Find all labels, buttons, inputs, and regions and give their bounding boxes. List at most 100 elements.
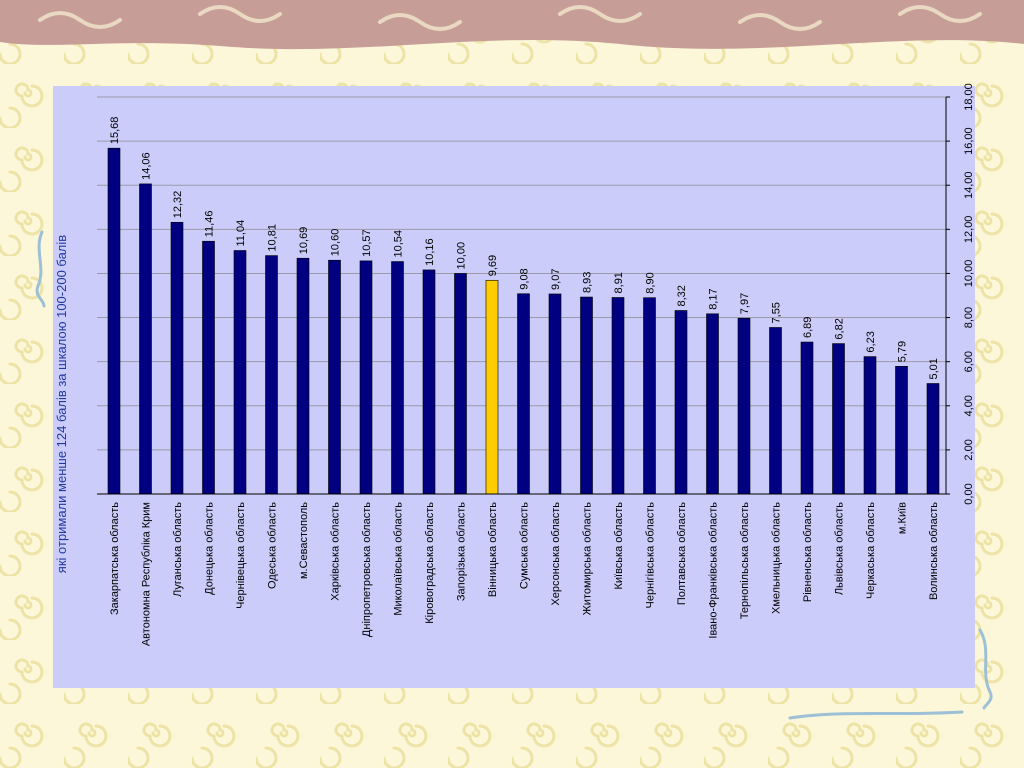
data-label: 7,97 (739, 293, 751, 314)
bar (233, 250, 247, 495)
bar (643, 297, 656, 495)
data-label: 10,60 (330, 229, 342, 257)
category-label: Херсонська область (550, 502, 562, 606)
value-axis-tick-label: 14,00 (963, 171, 975, 199)
left-bracket-decoration (35, 230, 46, 308)
top-decorative-band (0, 0, 1024, 50)
category-label: м.Київ (897, 502, 909, 534)
category-label: Чернігівська область (645, 502, 657, 609)
bar (769, 327, 782, 495)
category-label: Дніпропетровська область (361, 502, 373, 637)
data-label: 10,81 (267, 224, 279, 252)
data-label: 8,17 (708, 288, 720, 309)
data-label: 8,91 (613, 272, 625, 293)
data-label: 9,69 (487, 255, 499, 276)
bar (202, 240, 215, 495)
category-label: Донецька область (204, 502, 216, 595)
bar (170, 221, 184, 495)
bar (359, 260, 373, 495)
bar (706, 313, 719, 495)
data-label: 10,54 (393, 230, 405, 258)
bars (107, 147, 940, 495)
category-label: Вінницька область (487, 502, 499, 597)
category-label: м.Севастополь (298, 502, 310, 579)
bar (328, 259, 341, 495)
value-axis-tick-label: 18,00 (963, 83, 975, 111)
data-label: 12,32 (172, 191, 184, 219)
data-label: 10,16 (424, 238, 436, 266)
data-label: 11,46 (204, 211, 216, 238)
bar (580, 296, 593, 495)
bar (391, 261, 404, 495)
category-label: Житомирська область (582, 502, 594, 616)
value-axis-tick-label: 4,00 (963, 395, 975, 416)
data-labels: 15,68 14,06 12,32 11,46 11,04 10,81 10,69 10,60… (109, 117, 940, 380)
data-label: 6,82 (834, 318, 846, 339)
data-label: 6,23 (865, 331, 877, 352)
value-axis-tick-label: 12,00 (963, 216, 975, 244)
data-label: 10,69 (298, 227, 310, 255)
data-label: 9,08 (519, 268, 531, 289)
data-label: 7,55 (771, 302, 783, 323)
data-label: 5,01 (928, 358, 940, 379)
top-band-swirls (38, 5, 982, 31)
category-label: Харківська область (330, 502, 342, 601)
bar (832, 343, 845, 495)
data-label: 11,04 (235, 220, 247, 247)
category-label: Кіровоградська область (424, 502, 436, 624)
category-label: Миколаївська область (393, 502, 405, 616)
data-label: 15,68 (109, 117, 121, 145)
category-label: Рівненська область (802, 502, 814, 602)
value-axis-tick-label: 2,00 (963, 439, 975, 460)
data-label: 8,93 (582, 272, 594, 293)
category-label: Чернівецька область (235, 502, 247, 609)
value-axis-tick-label: 8,00 (963, 307, 975, 328)
category-label: Тернопільська область (739, 502, 751, 620)
category-label: Волинська область (928, 502, 940, 600)
category-label: Запорізька область (456, 502, 468, 601)
category-label: Львівська область (834, 502, 846, 595)
bar (737, 317, 751, 495)
data-label: 10,00 (456, 242, 468, 270)
data-label: 10,57 (361, 229, 373, 257)
category-label: Луганська область (172, 502, 184, 597)
data-label: 8,90 (645, 272, 657, 293)
bar (548, 293, 562, 495)
category-label: Одеська область (267, 502, 279, 589)
bar (517, 293, 530, 495)
bar (674, 310, 688, 495)
value-axis-tick-label: 10,00 (963, 260, 975, 288)
bar (895, 365, 908, 495)
data-label: 8,32 (676, 285, 688, 306)
category-label: Полтавська область (676, 502, 688, 605)
bar (800, 341, 814, 495)
bar (611, 297, 625, 495)
bar-highlighted (485, 279, 499, 495)
bar (107, 147, 121, 495)
bar (926, 383, 940, 495)
data-label: 6,89 (802, 317, 814, 338)
category-label: Київська область (613, 502, 625, 590)
bottom-underline-decoration (788, 710, 964, 720)
value-axis-ticks: 0,00 2,00 4,00 6,00 8,00 10,00 12,00 14,00 16,00… (946, 83, 975, 505)
category-label: Автономна Республіка Крим (141, 502, 153, 646)
category-label: Хмельницька область (771, 502, 783, 614)
chart-title: які отримали менше 124 балів за шкалою 1… (54, 235, 69, 573)
right-bracket-decoration (978, 628, 993, 710)
category-label: Закарпатська область (109, 502, 121, 615)
data-label: 5,79 (897, 341, 909, 362)
value-axis-tick-label: 0,00 (963, 483, 975, 504)
category-labels: Закарпатська область Автономна Республіка… (109, 502, 940, 646)
category-label: Черкаська область (865, 502, 877, 599)
bar (139, 183, 152, 495)
data-label: 14,06 (141, 152, 153, 180)
bar (422, 269, 436, 495)
bar (454, 273, 467, 495)
bar (265, 255, 278, 495)
value-axis-tick-label: 16,00 (963, 127, 975, 155)
bar (296, 257, 310, 495)
data-label: 9,07 (550, 269, 562, 290)
category-label: Івано-Франківська область (708, 502, 720, 639)
axes (97, 97, 947, 495)
